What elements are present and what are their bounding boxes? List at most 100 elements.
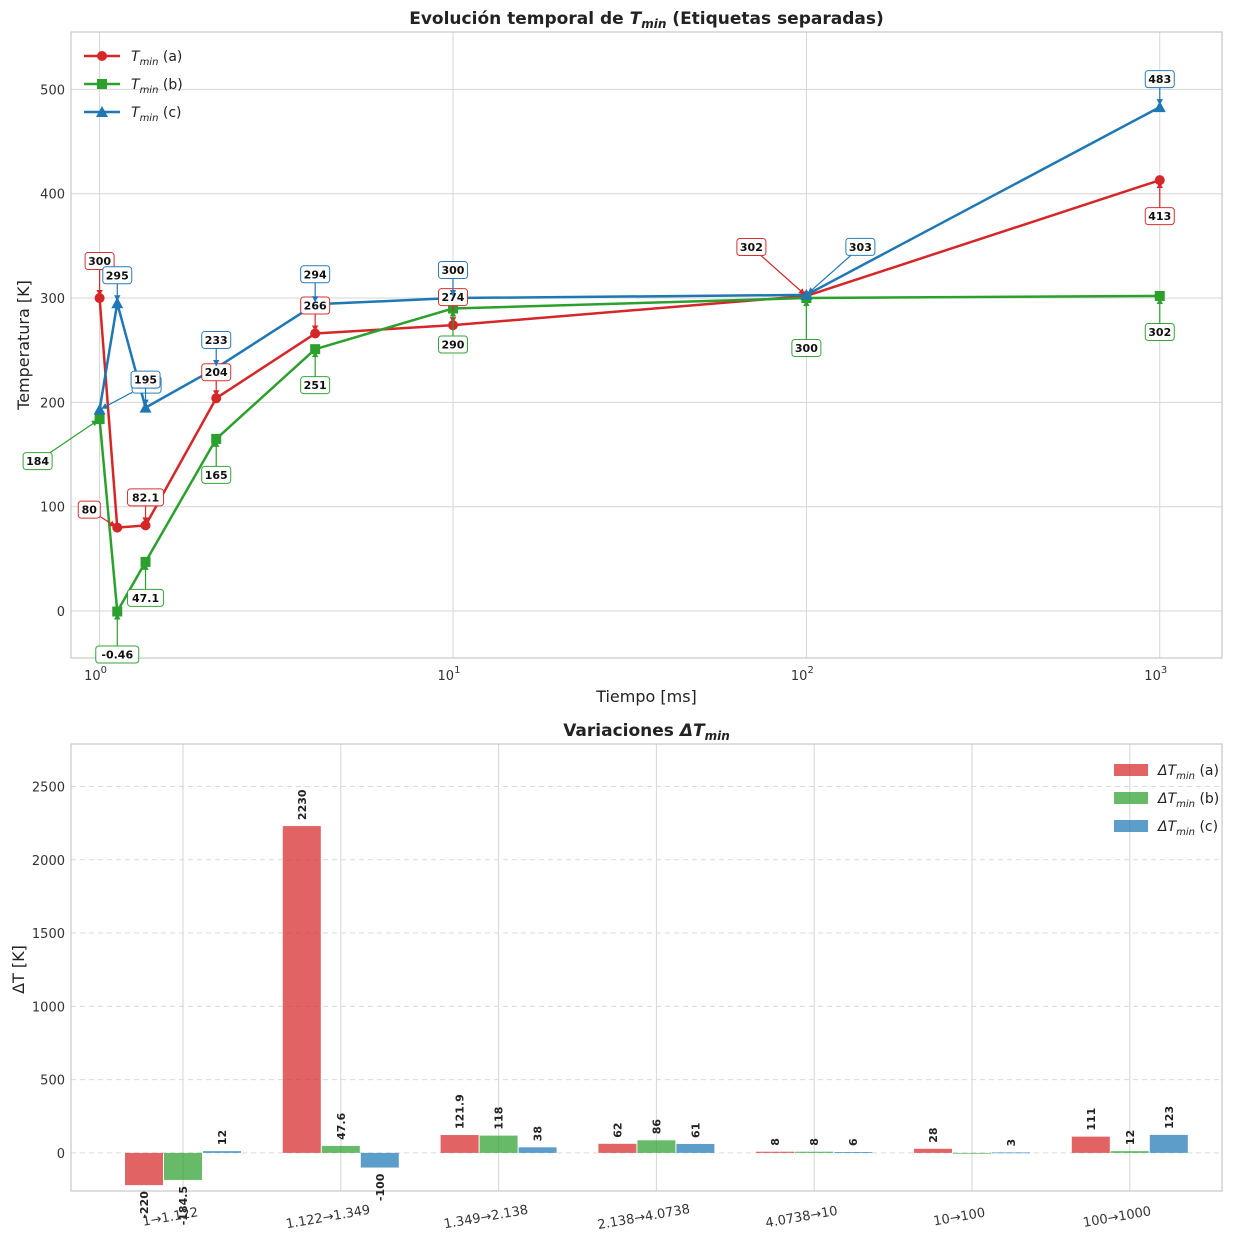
y-tick-label: 300: [40, 292, 65, 307]
bar-value-label: -220: [138, 1191, 151, 1219]
annotation-arrowhead: [449, 310, 457, 317]
annotation-label: 300: [795, 342, 818, 355]
bar: [953, 1152, 991, 1154]
annotation-label: 303: [849, 241, 872, 254]
plot-area: [71, 744, 1222, 1191]
annotation-label: 413: [1148, 210, 1171, 223]
bar: [125, 1152, 163, 1186]
bar: [321, 1145, 360, 1153]
x-category-label: 10→100: [932, 1206, 986, 1230]
bar: [164, 1152, 202, 1180]
x-tick-label: 103: [1144, 665, 1167, 684]
series-line: [98, 294, 1160, 613]
data-point: [96, 106, 108, 117]
annotation-arrowhead: [213, 440, 220, 447]
x-axis-label: Tiempo [ms]: [595, 687, 697, 706]
y-tick-label: 500: [40, 83, 65, 98]
legend-label: Tmin (b): [131, 77, 183, 96]
annotation-arrowhead: [1156, 297, 1163, 304]
legend: ΔTmin (a) ΔTmin (b) ΔTmin (c): [1114, 763, 1219, 838]
data-point: [97, 51, 107, 61]
legend-swatch: [1114, 820, 1148, 832]
x-category-label: 4.0738→10: [764, 1204, 838, 1231]
bar-value-label: 111: [1085, 1108, 1098, 1131]
bar: [914, 1148, 952, 1153]
data-point: [1154, 175, 1165, 186]
bar: [360, 1152, 399, 1168]
annotation-box: [201, 330, 232, 349]
legend-label: ΔTmin (b): [1157, 791, 1219, 810]
bar-value-label: 2230: [296, 789, 309, 820]
annotation-box: [130, 370, 161, 389]
bar-series-c: 12 -100 38 61 6 3 123: [203, 1106, 1188, 1201]
annotation-box: [300, 265, 331, 284]
annotation-box: [102, 266, 133, 285]
annotation-label: 82.1: [132, 491, 159, 504]
plot-frame: [70, 743, 1223, 1192]
annotation-arrowhead: [142, 399, 149, 406]
data-point: [140, 520, 151, 531]
bar: [518, 1147, 557, 1153]
y-tick-label: 100: [40, 501, 65, 516]
chart-title: Evolución temporal de Tmin (Etiquetas se…: [409, 9, 884, 31]
annotation-arrowhead: [213, 359, 220, 366]
legend-label: Tmin (c): [131, 105, 182, 124]
bar-value-label: 12: [216, 1130, 229, 1145]
annotation-box: [300, 376, 331, 395]
y-tick-label: 2000: [32, 854, 65, 869]
legend-label: ΔTmin (a): [1157, 763, 1219, 782]
y-axis-label: ΔT [K]: [9, 945, 28, 994]
y-tick-label: 0: [57, 1147, 65, 1162]
x-tick-label: 102: [791, 665, 814, 684]
annotation-label: 47.1: [132, 592, 159, 605]
annotation-label: 251: [304, 379, 327, 392]
annotation-label: 295: [106, 269, 129, 282]
annotation-label: 184: [26, 455, 49, 468]
bar-value-label: 123: [1163, 1106, 1176, 1129]
bar: [598, 1143, 637, 1153]
data-point: [140, 556, 151, 567]
bar: [479, 1135, 518, 1153]
annotation-label: 290: [442, 338, 465, 351]
series-line: [98, 106, 1161, 410]
annotation-label: 195: [134, 374, 157, 387]
plot-area: [71, 32, 1222, 658]
data-point: [111, 297, 124, 309]
legend-label: ΔTmin (c): [1157, 819, 1218, 838]
annotation-arrowhead: [91, 420, 98, 427]
legend-label: Tmin (a): [131, 49, 182, 68]
annotation-label: 274: [442, 291, 465, 304]
x-category-label: 100→1000: [1082, 1204, 1152, 1231]
annotation-arrowhead: [108, 520, 116, 527]
annotation-box: [437, 261, 468, 280]
annotation-arrow: [49, 419, 99, 454]
annotation-label: 80: [82, 504, 98, 517]
annotation-arrowhead: [311, 325, 319, 332]
data-point: [310, 328, 321, 339]
bar-value-label: 8: [769, 1138, 782, 1146]
bar: [637, 1140, 676, 1153]
annotations: 300 80 82.1 204 266 274 302 413 184 -0.46 47.1 165 2…: [22, 70, 1175, 664]
annotation-arrowhead: [101, 403, 109, 409]
annotation-label: 300: [442, 264, 465, 277]
annotation-arrowhead: [213, 390, 220, 397]
annotation-box: [127, 488, 165, 507]
y-tick-label: 400: [40, 188, 65, 203]
annotation-arrowhead: [1156, 99, 1163, 106]
annotation-arrowhead: [142, 563, 149, 570]
bar-value-label: 3: [1005, 1139, 1018, 1147]
data-point: [1153, 101, 1166, 113]
bar-series-b: -184.547.6 118 868 12: [164, 1107, 1149, 1225]
bar-value-label: -100: [374, 1173, 387, 1201]
bar: [440, 1135, 479, 1153]
annotation-arrowhead: [1156, 182, 1163, 189]
x-category-label: 1.122→1.349: [285, 1203, 372, 1233]
annotation-box: [1144, 70, 1175, 89]
x-tick-label: 100: [84, 665, 107, 684]
data-point: [1154, 290, 1165, 301]
bar: [1071, 1136, 1110, 1153]
data-point: [112, 606, 123, 617]
annotation-box: [22, 452, 53, 471]
annotation-label: -0.46: [101, 649, 133, 662]
